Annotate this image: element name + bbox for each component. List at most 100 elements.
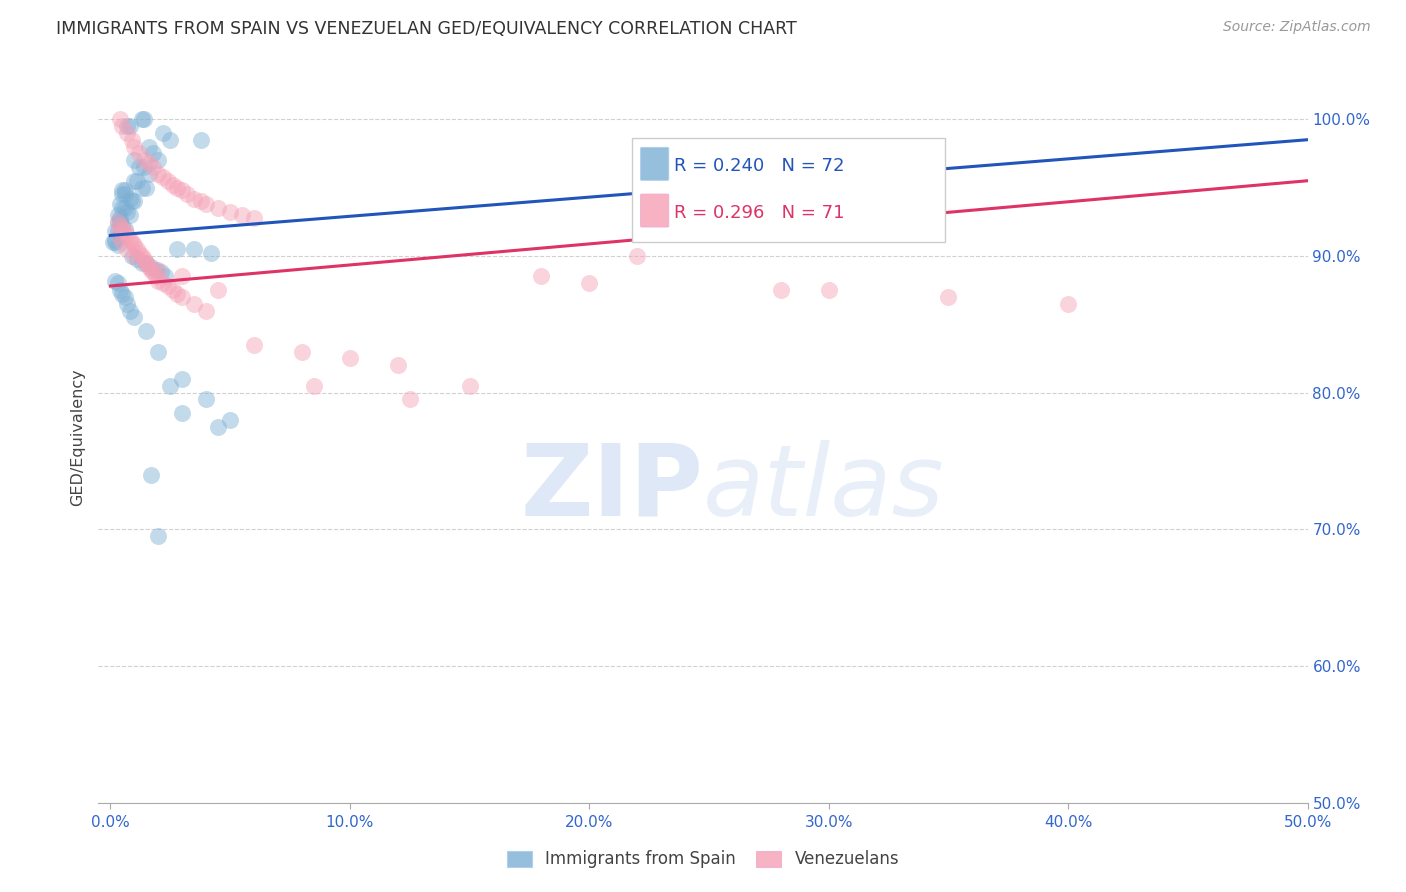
Point [115,297,138,311]
Point [135,256,157,270]
Point [118,208,141,222]
Point [166,242,188,256]
Point [291,344,314,359]
Point [152,126,174,140]
Point [138,156,160,170]
Point [162,178,184,192]
Point [172,372,194,386]
Point [124,310,146,325]
Point [131,180,153,194]
Point [108,228,131,243]
Text: Source: ZipAtlas.com: Source: ZipAtlas.com [1223,20,1371,34]
Point [111,119,134,133]
Point [125,174,148,188]
Legend: Immigrants from Spain, Venezuelans: Immigrants from Spain, Venezuelans [501,844,905,875]
Point [139,467,162,482]
Point [108,197,131,211]
Point [195,303,218,318]
Point [111,287,134,301]
Text: R = 0.296   N = 71: R = 0.296 N = 71 [675,203,845,221]
Point [172,406,194,420]
Point [107,228,129,243]
Point [131,256,153,270]
Point [152,277,174,291]
Point [938,290,960,304]
Point [219,413,242,427]
Point [166,287,188,301]
Point [115,126,138,140]
Point [114,187,136,202]
Point [125,242,148,256]
Point [769,283,792,297]
Point [118,192,141,206]
Point [156,174,179,188]
Point [107,238,129,252]
Point [148,262,170,277]
Text: ZIP: ZIP [520,440,703,537]
Point [148,344,170,359]
Point [121,249,143,263]
Point [114,224,136,238]
Point [118,303,141,318]
Point [115,119,138,133]
Point [121,194,143,209]
Text: atlas: atlas [703,440,945,537]
Point [172,269,194,284]
Point [148,167,170,181]
Point [107,208,129,222]
Point [128,160,150,174]
Point [108,112,131,127]
Point [111,219,134,233]
Point [183,242,205,256]
Point [207,420,229,434]
Point [111,201,134,215]
Point [118,233,141,247]
Point [142,146,165,161]
Point [132,153,155,168]
Point [138,139,160,153]
Point [398,392,420,407]
Point [148,274,170,288]
Point [111,183,134,197]
Point [108,283,131,297]
Point [243,211,266,225]
Point [159,379,181,393]
Point [145,269,167,284]
Point [530,269,553,284]
Point [339,351,361,366]
Point [104,274,127,288]
Point [132,112,155,127]
Point [578,277,600,291]
Point [108,211,131,225]
Point [135,256,157,270]
Point [162,283,184,297]
Point [139,262,162,277]
Point [156,279,179,293]
Point [172,290,194,304]
Point [121,133,143,147]
Point [115,228,138,243]
Point [115,242,138,256]
Point [124,238,146,252]
Point [139,260,162,274]
Point [1057,297,1080,311]
Point [207,201,229,215]
Point [190,194,212,209]
Point [219,205,242,219]
Point [243,338,266,352]
Point [115,205,138,219]
Point [138,167,160,181]
Point [183,297,205,311]
Point [111,187,134,202]
Point [114,201,136,215]
Point [132,160,155,174]
Point [135,256,157,270]
Point [124,139,146,153]
Point [148,153,170,168]
Point [107,215,129,229]
Point [124,153,146,168]
Point [195,197,218,211]
Point [104,233,127,247]
Point [104,224,127,238]
Point [128,246,150,260]
